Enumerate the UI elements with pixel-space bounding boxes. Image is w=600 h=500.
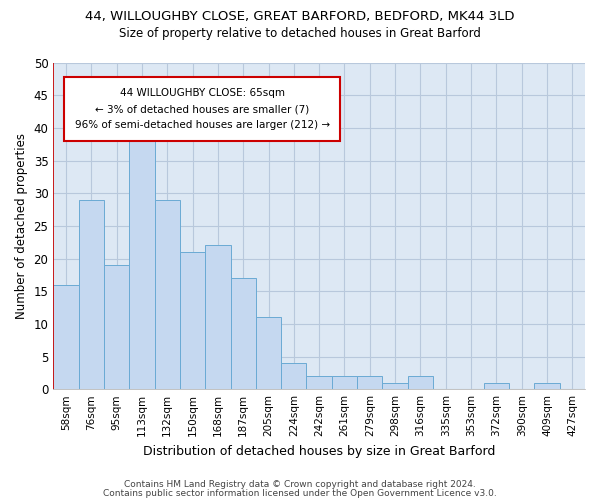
Text: Contains public sector information licensed under the Open Government Licence v3: Contains public sector information licen… <box>103 489 497 498</box>
FancyBboxPatch shape <box>64 77 340 141</box>
Bar <box>382 382 408 389</box>
Bar <box>205 246 230 389</box>
Bar <box>155 200 180 389</box>
Bar <box>79 200 104 389</box>
Bar <box>129 122 155 389</box>
Bar <box>281 363 307 389</box>
X-axis label: Distribution of detached houses by size in Great Barford: Distribution of detached houses by size … <box>143 444 496 458</box>
Bar <box>484 382 509 389</box>
Bar <box>535 382 560 389</box>
Text: Size of property relative to detached houses in Great Barford: Size of property relative to detached ho… <box>119 28 481 40</box>
Y-axis label: Number of detached properties: Number of detached properties <box>15 133 28 319</box>
Bar <box>332 376 357 389</box>
Bar <box>53 284 79 389</box>
Bar <box>230 278 256 389</box>
Text: Contains HM Land Registry data © Crown copyright and database right 2024.: Contains HM Land Registry data © Crown c… <box>124 480 476 489</box>
Bar <box>256 318 281 389</box>
Text: 44 WILLOUGHBY CLOSE: 65sqm
← 3% of detached houses are smaller (7)
96% of semi-d: 44 WILLOUGHBY CLOSE: 65sqm ← 3% of detac… <box>74 88 330 130</box>
Bar <box>408 376 433 389</box>
Text: 44, WILLOUGHBY CLOSE, GREAT BARFORD, BEDFORD, MK44 3LD: 44, WILLOUGHBY CLOSE, GREAT BARFORD, BED… <box>85 10 515 23</box>
Bar <box>104 265 129 389</box>
Bar <box>180 252 205 389</box>
Bar <box>307 376 332 389</box>
Bar <box>357 376 382 389</box>
